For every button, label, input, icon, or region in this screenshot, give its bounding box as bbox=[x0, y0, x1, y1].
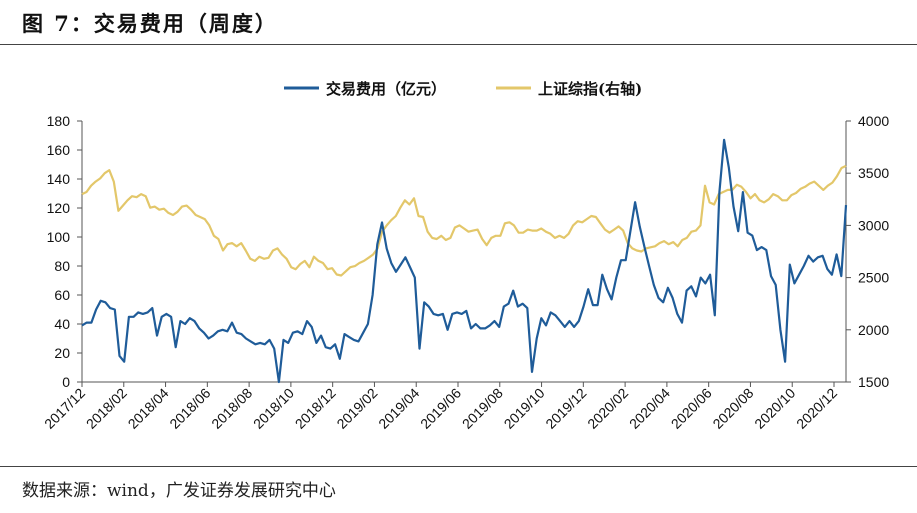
left-tick-label: 20 bbox=[54, 345, 70, 361]
x-tick-label: 2018/08 bbox=[208, 385, 255, 432]
x-tick-label: 2020/10 bbox=[751, 385, 798, 432]
x-tick-label: 2020/04 bbox=[626, 385, 673, 432]
x-tick-label: 2018/10 bbox=[250, 385, 297, 432]
left-tick-label: 40 bbox=[54, 316, 70, 332]
legend-label: 交易费用（亿元） bbox=[326, 80, 446, 98]
x-tick-label: 2019/10 bbox=[501, 385, 548, 432]
x-tick-label: 2018/02 bbox=[83, 385, 130, 432]
legend-item-shanghai-index: 上证综指(右轴) bbox=[496, 80, 642, 98]
series-layer bbox=[81, 138, 848, 384]
x-tick-label: 2020/12 bbox=[793, 385, 840, 432]
x-tick-label: 2019/12 bbox=[542, 385, 589, 432]
right-tick-label: 2500 bbox=[858, 270, 889, 286]
legend: 交易费用（亿元） 上证综指(右轴) bbox=[284, 80, 642, 98]
x-tick-label: 2019/04 bbox=[375, 385, 422, 432]
right-tick-label: 4000 bbox=[858, 113, 889, 129]
x-tick-label: 2020/06 bbox=[668, 385, 715, 432]
chart-axes: 0 20 40 60 80 100 120 140 160 180 1500 2000 2500 3000… bbox=[41, 113, 889, 432]
x-tick-label: 2019/06 bbox=[417, 385, 464, 432]
x-tick-label: 2019/08 bbox=[459, 385, 506, 432]
left-tick-label: 180 bbox=[47, 113, 71, 129]
legend-item-trading-fee: 交易费用（亿元） bbox=[284, 80, 446, 98]
right-tick-label: 2000 bbox=[858, 322, 889, 338]
top-rule bbox=[0, 44, 917, 45]
legend-label: 上证综指(右轴) bbox=[538, 80, 642, 98]
x-tick-label: 2020/08 bbox=[709, 385, 756, 432]
figure-title: 图 7：交易费用（周度） bbox=[22, 11, 278, 36]
x-tick-label: 2017/12 bbox=[41, 385, 88, 432]
source-note: 数据来源：wind，广发证券发展研究中心 bbox=[22, 481, 336, 501]
left-tick-label: 0 bbox=[62, 374, 70, 390]
right-tick-label: 1500 bbox=[858, 374, 889, 390]
left-tick-label: 60 bbox=[54, 287, 70, 303]
x-tick-label: 2020/02 bbox=[584, 385, 631, 432]
bottom-rule bbox=[0, 466, 917, 467]
left-tick-label: 80 bbox=[54, 258, 70, 274]
left-tick-label: 140 bbox=[47, 171, 71, 187]
right-tick-label: 3500 bbox=[858, 165, 889, 181]
right-tick-label: 3000 bbox=[858, 217, 889, 233]
left-tick-label: 120 bbox=[47, 200, 71, 216]
x-tick-label: 2018/12 bbox=[292, 385, 339, 432]
trading-fee-line bbox=[81, 138, 848, 384]
left-tick-label: 160 bbox=[47, 142, 71, 158]
x-tick-label: 2018/04 bbox=[125, 385, 172, 432]
x-tick-label: 2018/06 bbox=[166, 385, 213, 432]
x-tick-label: 2019/02 bbox=[333, 385, 380, 432]
left-tick-label: 100 bbox=[47, 229, 71, 245]
